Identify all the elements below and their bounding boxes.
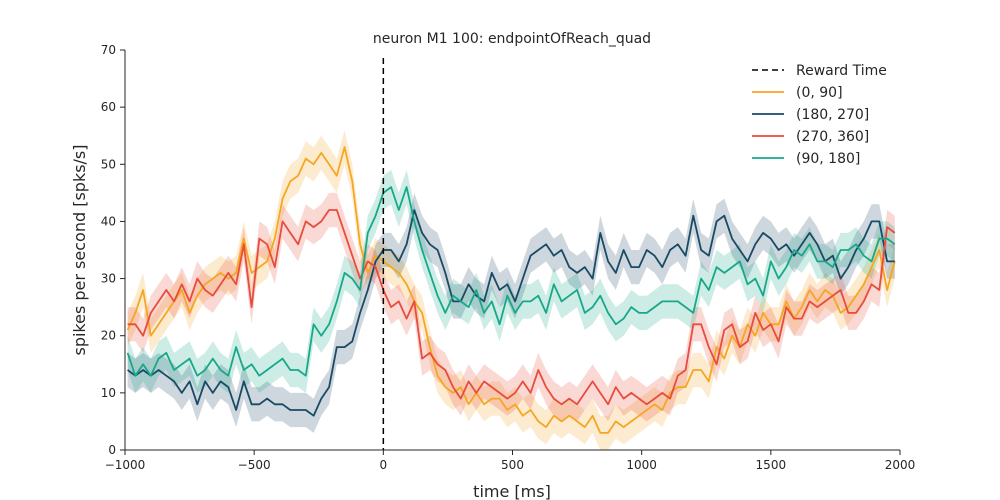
y-tick-label: 30 (101, 272, 116, 286)
y-tick-label: 50 (101, 157, 116, 171)
y-tick-label: 10 (101, 386, 116, 400)
plot-area (126, 58, 896, 450)
band-90-180 (127, 170, 895, 393)
legend-label-270-360: (270, 360] (796, 129, 869, 145)
series-line-270-360 (127, 209, 896, 406)
series-line-90-180 (126, 186, 896, 377)
y-tick-label: 20 (101, 329, 116, 343)
legend: Reward Time (0, 90] (180, 270] (270, 360] (9… (752, 63, 887, 167)
y-ticks: 0 10 20 30 40 50 60 70 (101, 43, 125, 457)
legend-label-reward-time: Reward Time (796, 63, 887, 79)
x-tick-label: 2000 (885, 458, 916, 472)
x-tick-label: 0 (380, 458, 388, 472)
x-axis-title: time [ms] (473, 482, 551, 500)
x-tick-label: −1000 (105, 458, 146, 472)
legend-label-0-90: (0, 90] (796, 85, 843, 101)
legend-label-180-270: (180, 270] (796, 107, 869, 123)
x-tick-label: 500 (501, 458, 524, 472)
y-tick-label: 0 (108, 443, 116, 457)
chart-title: neuron M1 100: endpointOfReach_quad (373, 31, 651, 47)
y-tick-label: 60 (101, 100, 116, 114)
band-0-90 (127, 130, 895, 450)
series-line-180-270 (127, 209, 895, 417)
band-180-270 (127, 192, 895, 433)
x-tick-label: 1000 (626, 458, 657, 472)
y-axis-title: spikes per second [spks/s] (70, 144, 89, 355)
x-tick-label: −500 (238, 458, 271, 472)
x-ticks: −1000 −500 0 500 1000 1500 2000 (105, 450, 916, 472)
legend-label-90-180: (90, 180] (796, 151, 860, 167)
x-tick-label: 1500 (756, 458, 787, 472)
y-tick-label: 40 (101, 214, 116, 228)
y-tick-label: 70 (101, 43, 116, 57)
